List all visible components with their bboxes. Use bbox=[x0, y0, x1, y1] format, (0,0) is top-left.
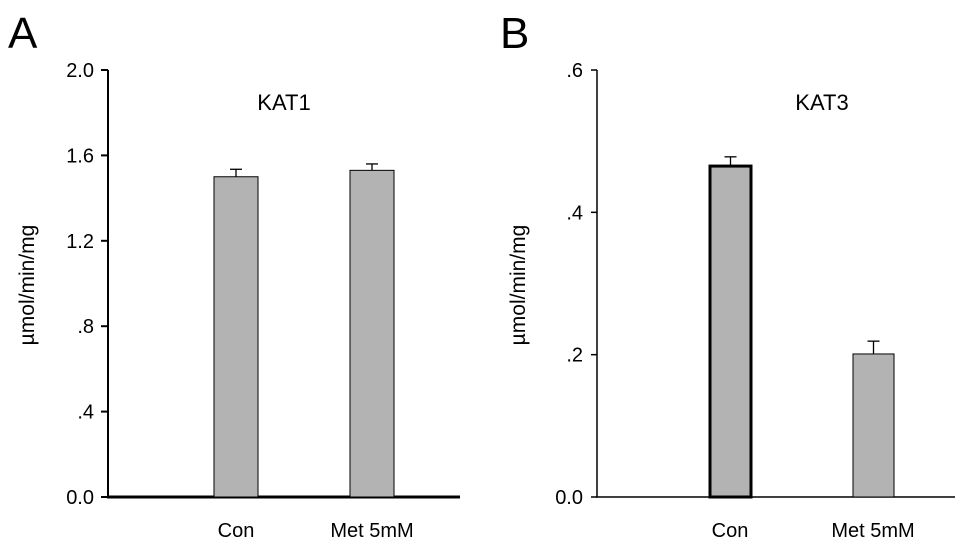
x-category-label: Met 5mM bbox=[831, 520, 914, 542]
chart-a-bars bbox=[213, 163, 395, 498]
x-category-label: Con bbox=[712, 520, 749, 542]
y-tick-label: 1.6 bbox=[66, 145, 94, 167]
y-tick-label: 0.0 bbox=[66, 487, 94, 509]
chart-panel-a: A KAT1 µmol/min/mg 0.0 .4 .8 1.2 1.6 2.0 Con M… bbox=[8, 9, 460, 542]
y-tick-label: .6 bbox=[566, 60, 583, 82]
chart-a-category-labels: Con Met 5mM bbox=[218, 520, 414, 542]
chart-b-title: KAT3 bbox=[795, 90, 848, 115]
chart-panel-b: B KAT3 µmol/min/mg 0.0 .2 .4 .6 Con Met 5mM bbox=[500, 9, 955, 542]
bar-met-5mm bbox=[349, 169, 395, 498]
y-tick-label: 0.0 bbox=[555, 487, 583, 509]
chart-b-category-labels: Con Met 5mM bbox=[712, 520, 915, 542]
y-tick-label: 1.2 bbox=[66, 231, 94, 253]
chart-b-y-axis-label: µmol/min/mg bbox=[507, 225, 530, 346]
panel-a-letter: A bbox=[8, 9, 38, 58]
chart-a-title: KAT1 bbox=[257, 90, 310, 115]
y-tick-label: .4 bbox=[566, 202, 583, 224]
y-tick-label: .8 bbox=[77, 316, 94, 338]
chart-a-y-axis-label: µmol/min/mg bbox=[16, 225, 39, 346]
y-tick-label: .2 bbox=[566, 345, 583, 367]
y-tick-label: 2.0 bbox=[66, 60, 94, 82]
chart-a-y-ticks: 0.0 .4 .8 1.2 1.6 2.0 bbox=[66, 60, 108, 509]
chart-b-bars bbox=[708, 156, 895, 499]
bar-con bbox=[213, 176, 259, 498]
chart-b-y-ticks: 0.0 .2 .4 .6 bbox=[555, 60, 597, 509]
panel-b-letter: B bbox=[500, 9, 529, 58]
bar-con bbox=[708, 164, 753, 499]
x-category-label: Con bbox=[218, 520, 255, 542]
x-category-label: Met 5mM bbox=[330, 520, 413, 542]
bar-met-5mm bbox=[852, 353, 895, 498]
y-tick-label: .4 bbox=[77, 402, 94, 424]
